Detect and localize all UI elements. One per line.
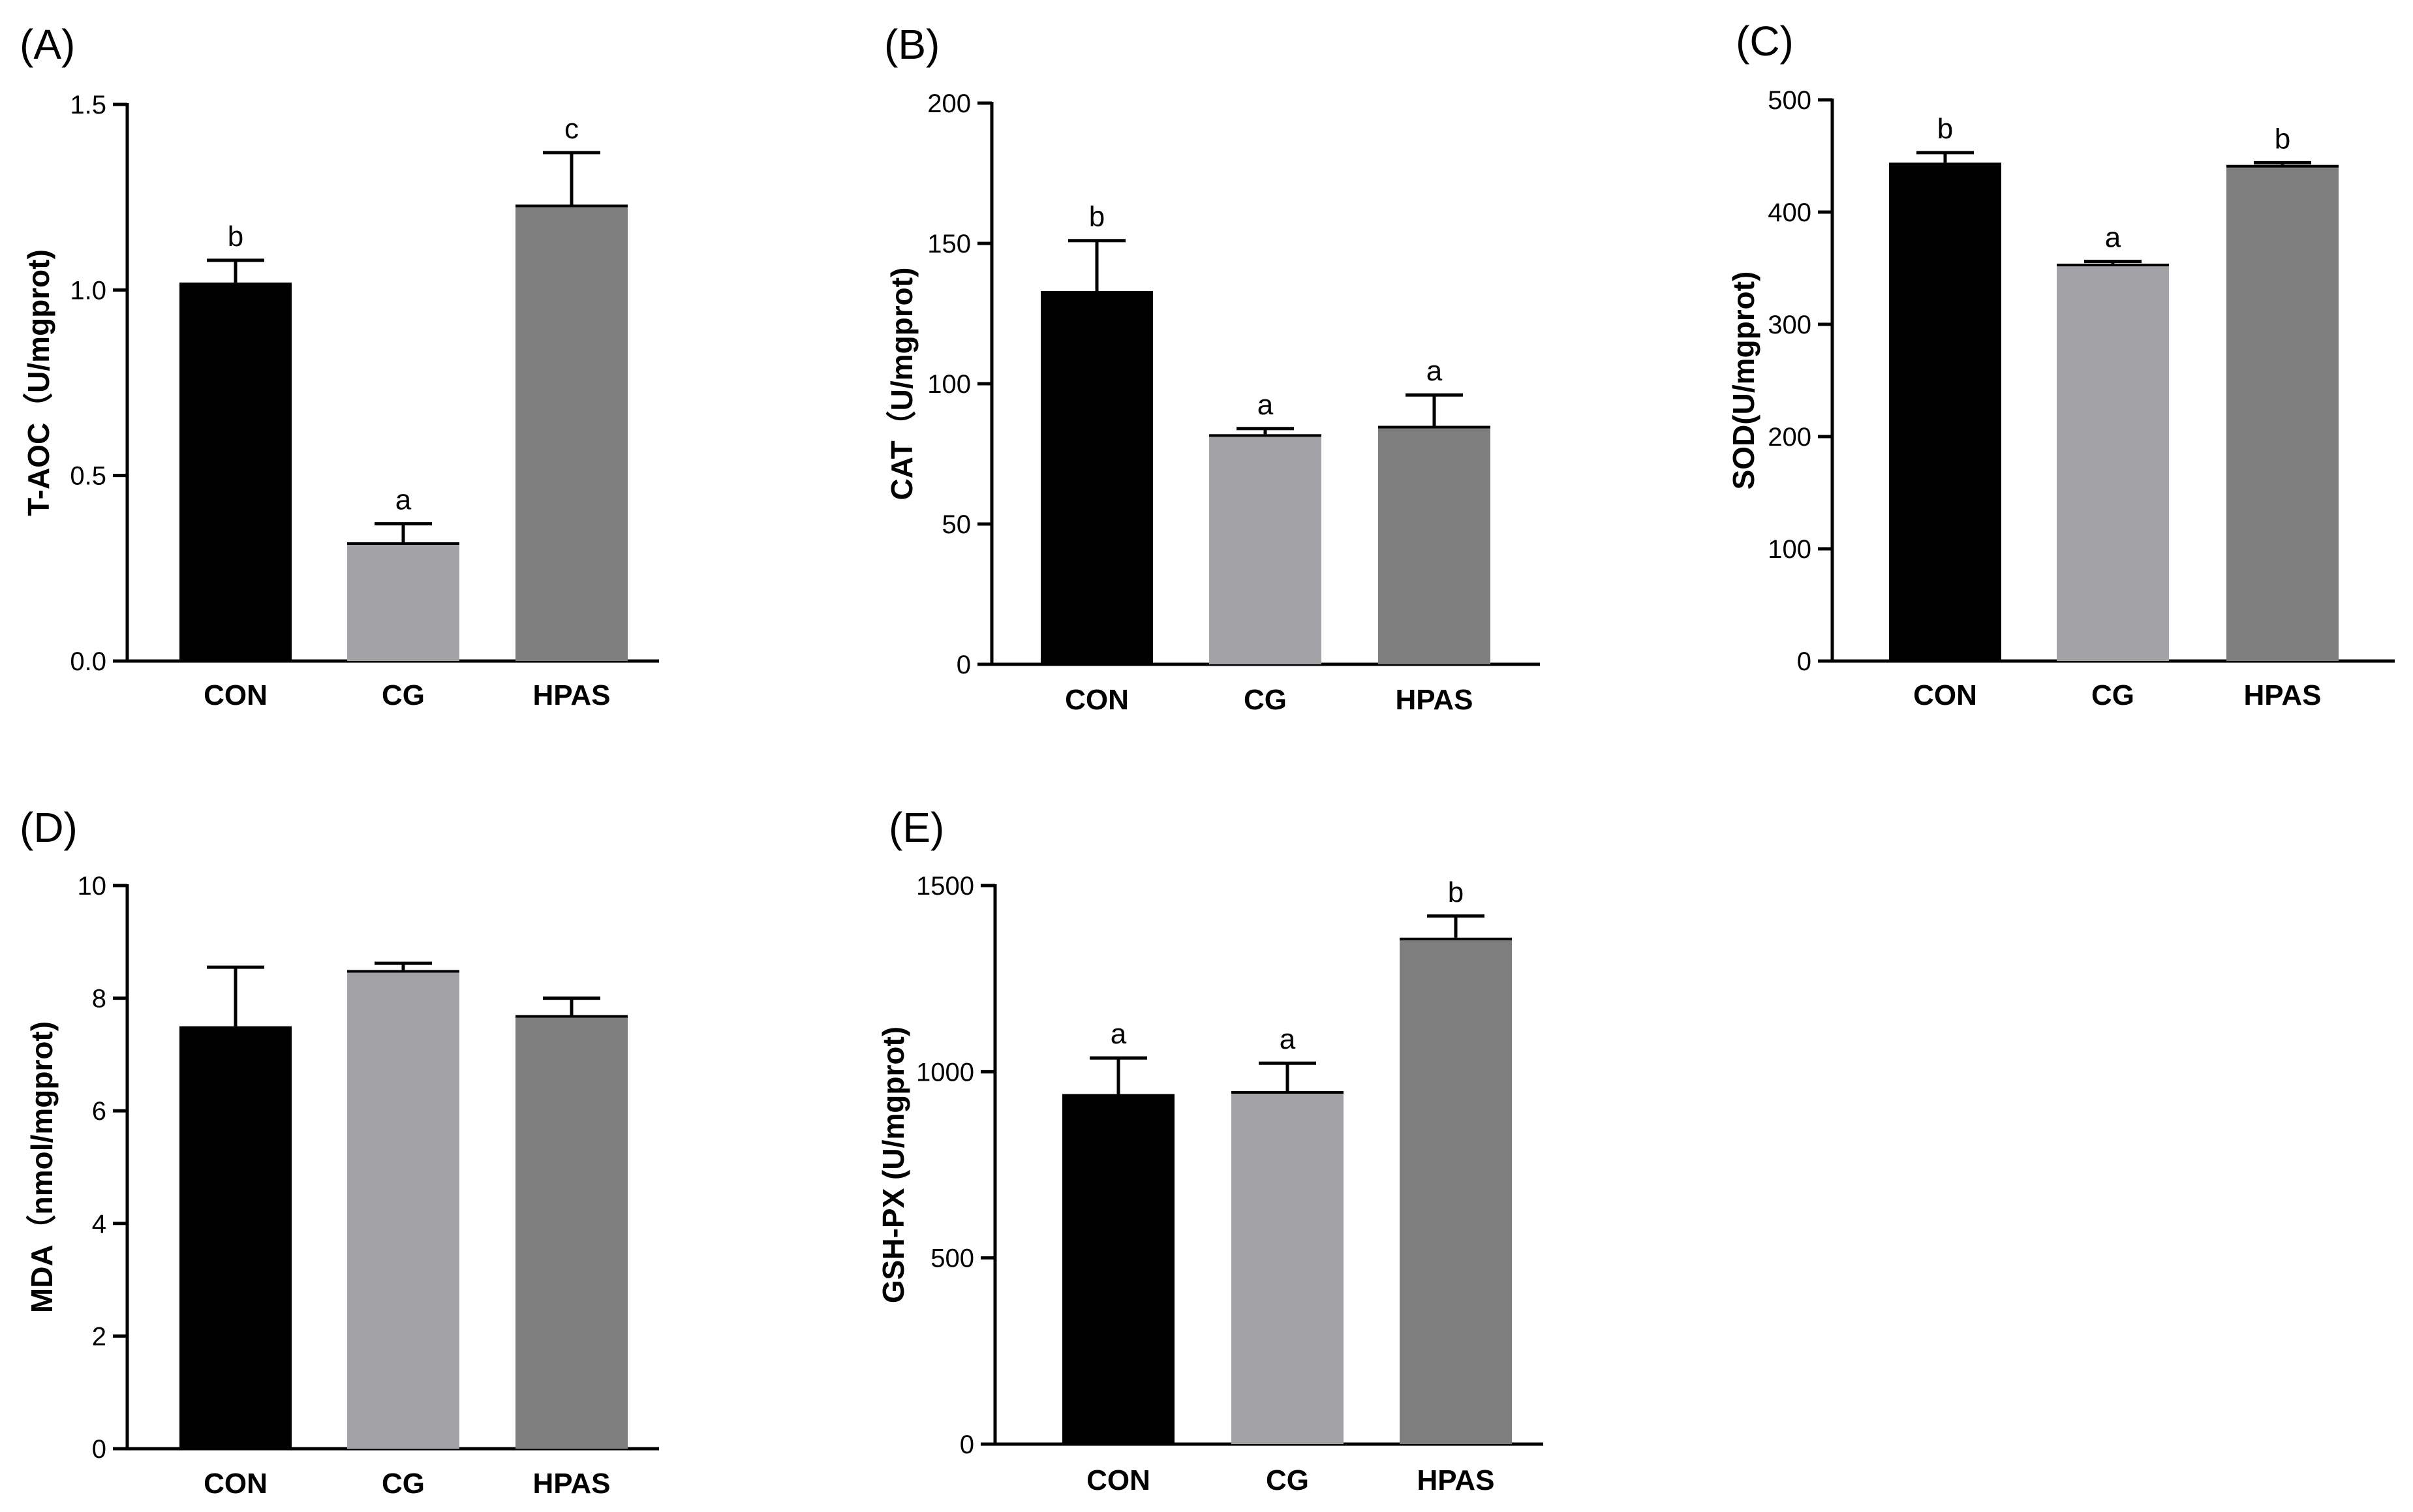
panel-b-y-tick-label: 0 bbox=[957, 651, 971, 679]
panel-c-category-label-hpas: HPAS bbox=[2244, 679, 2322, 711]
panel-a-category-label-hpas: HPAS bbox=[533, 679, 611, 711]
panel-b-category-label-cg: CG bbox=[1244, 684, 1287, 716]
panel-d: (D) 0 2 4 6 8 10 MDA（nmol/mgprot) CON CG HPAS bbox=[20, 804, 659, 1500]
panel-a: (A) 0.0 0.5 1.0 1.5 T-AOC（U/mgprot) CON b CG a HPA… bbox=[20, 21, 659, 711]
panel-a-y-axis-title: T-AOC（U/mgprot) bbox=[22, 249, 55, 516]
panel-c-bar-con bbox=[1889, 162, 2001, 661]
panel-c-y-tick-label: 500 bbox=[1768, 86, 1811, 115]
panel-a-y-tick-label: 1.5 bbox=[70, 91, 106, 119]
panel-a-significance-con: b bbox=[228, 221, 243, 253]
panel-a-bar-hpas bbox=[515, 204, 628, 661]
panel-b-label: (B) bbox=[884, 21, 940, 68]
panel-b-y-tick-label: 150 bbox=[927, 230, 971, 258]
panel-d-category-label-cg: CG bbox=[382, 1468, 425, 1500]
panel-d-y-tick-label: 6 bbox=[92, 1097, 106, 1126]
panel-e-category-label-hpas: HPAS bbox=[1417, 1464, 1495, 1496]
panel-b-y-tick-label: 50 bbox=[942, 510, 972, 539]
panel-c-category-label-cg: CG bbox=[2091, 679, 2134, 711]
panel-d-y-tick-label: 8 bbox=[92, 985, 106, 1013]
panel-a-bar-con bbox=[179, 282, 292, 662]
panel-d-bar-con bbox=[179, 1026, 292, 1449]
panel-d-bar-cg bbox=[347, 970, 459, 1449]
panel-d-category-label-hpas: HPAS bbox=[533, 1468, 611, 1500]
panel-e-y-tick-label: 1500 bbox=[916, 872, 974, 901]
panel-e-bar-con bbox=[1062, 1094, 1175, 1444]
panel-b-significance-hpas: a bbox=[1426, 355, 1443, 387]
panel-b-bar-cg bbox=[1209, 434, 1321, 664]
panel-e-label: (E) bbox=[889, 804, 944, 851]
panel-a-y-tick-label: 0.5 bbox=[70, 462, 106, 491]
panel-a-y-tick-label: 0.0 bbox=[70, 647, 106, 676]
panel-c-y-tick-label: 300 bbox=[1768, 311, 1811, 339]
panel-a-significance-cg: a bbox=[395, 484, 412, 516]
panel-d-label: (D) bbox=[20, 804, 78, 851]
panel-e-significance-con: a bbox=[1111, 1018, 1127, 1050]
panel-e-y-axis-title: GSH-PX (U/mgprot) bbox=[876, 1026, 910, 1303]
panel-b-y-axis-title: CAT（U/mgprot) bbox=[885, 268, 919, 501]
panel-d-bar-hpas bbox=[515, 1015, 628, 1449]
panel-c-bar-hpas bbox=[2226, 164, 2339, 661]
panel-a-y-tick-label: 1.0 bbox=[70, 276, 106, 305]
panel-b-y-tick-label: 100 bbox=[927, 370, 971, 399]
panel-e-y-tick-label: 1000 bbox=[916, 1058, 974, 1087]
panel-c: (C) 0 100 200 300 400 500 SOD(U/mgprot) CON b CG a H… bbox=[1727, 18, 2395, 711]
panel-d-category-label-con: CON bbox=[204, 1468, 268, 1500]
panel-c-y-tick-label: 0 bbox=[1797, 647, 1811, 676]
panel-a-bar-cg bbox=[347, 542, 459, 661]
panel-b-significance-con: b bbox=[1089, 201, 1105, 233]
panel-c-y-axis-title: SOD(U/mgprot) bbox=[1727, 271, 1760, 490]
panel-c-category-label-con: CON bbox=[1913, 679, 1977, 711]
panel-c-label: (C) bbox=[1736, 18, 1794, 65]
panel-e-significance-cg: a bbox=[1280, 1023, 1296, 1055]
panel-e-y-tick-label: 0 bbox=[960, 1430, 974, 1459]
panel-c-significance-hpas: b bbox=[2275, 123, 2290, 155]
panel-c-y-tick-label: 100 bbox=[1768, 535, 1811, 564]
panel-e-bar-hpas bbox=[1400, 937, 1512, 1444]
panel-a-category-label-con: CON bbox=[204, 679, 268, 711]
panel-e-category-label-cg: CG bbox=[1266, 1464, 1309, 1496]
panel-d-y-tick-label: 10 bbox=[78, 872, 107, 901]
panel-a-significance-hpas: c bbox=[564, 113, 579, 145]
panel-e-category-label-con: CON bbox=[1086, 1464, 1150, 1496]
panel-b-significance-cg: a bbox=[1257, 389, 1274, 421]
panel-c-significance-con: b bbox=[1937, 113, 1953, 145]
panel-b-y-tick-label: 200 bbox=[927, 89, 971, 118]
panel-d-y-tick-label: 0 bbox=[92, 1435, 106, 1464]
panel-c-significance-cg: a bbox=[2105, 222, 2121, 254]
panel-e: (E) 0 500 1000 1500 GSH-PX (U/mgprot) CON a CG a H… bbox=[876, 804, 1543, 1496]
panel-e-significance-hpas: b bbox=[1448, 876, 1464, 908]
panel-b-bar-con bbox=[1041, 291, 1153, 665]
panel-b-category-label-hpas: HPAS bbox=[1396, 684, 1473, 716]
panel-c-y-tick-label: 400 bbox=[1768, 198, 1811, 227]
panel-a-label: (A) bbox=[20, 21, 75, 68]
panel-b-category-label-con: CON bbox=[1065, 684, 1129, 716]
panel-b-bar-hpas bbox=[1378, 425, 1490, 664]
panel-c-y-tick-label: 200 bbox=[1768, 423, 1811, 452]
panel-d-y-axis-title: MDA（nmol/mgprot) bbox=[25, 1021, 59, 1313]
panel-d-y-tick-label: 4 bbox=[92, 1210, 106, 1239]
panel-a-category-label-cg: CG bbox=[382, 679, 425, 711]
panel-e-bar-cg bbox=[1231, 1091, 1344, 1444]
panel-d-y-tick-label: 2 bbox=[92, 1322, 106, 1351]
panel-c-bar-cg bbox=[2057, 264, 2169, 661]
panel-b: (B) 0 50 100 150 200 CAT（U/mgprot) CON b CG a HPAS a bbox=[884, 21, 1540, 716]
panel-e-y-tick-label: 500 bbox=[930, 1244, 974, 1273]
